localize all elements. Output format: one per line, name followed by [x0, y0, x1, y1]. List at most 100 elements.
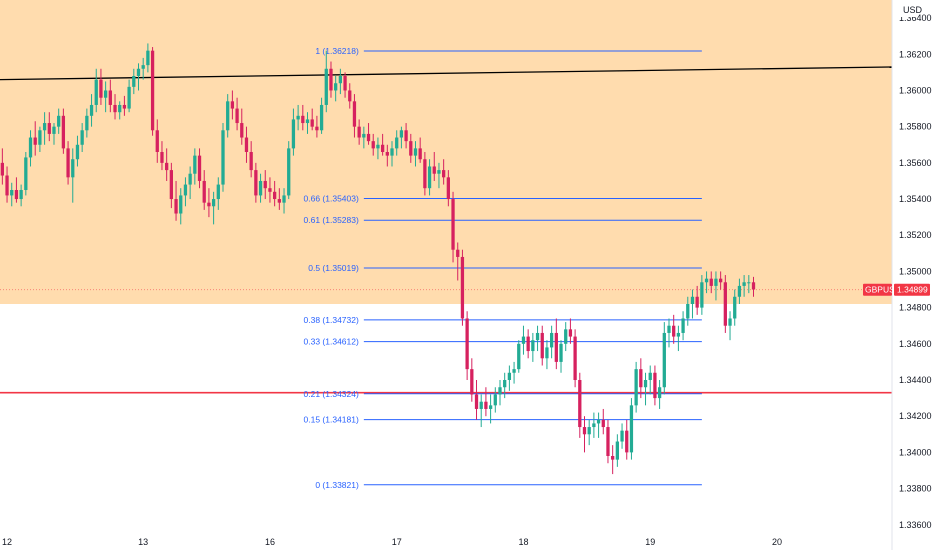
candle-body: [446, 177, 450, 200]
candle-body: [465, 318, 469, 370]
time-tick-label: 18: [518, 537, 528, 547]
currency-label: USD: [903, 5, 923, 15]
candle-down: [442, 159, 446, 185]
price-tick-label: 1.33800: [899, 484, 932, 494]
candle-body: [418, 148, 422, 160]
candle-body: [751, 282, 756, 290]
candle-body: [174, 199, 178, 214]
candle-body: [193, 155, 197, 174]
price-tick-label: 1.36400: [899, 13, 932, 23]
candle-up: [634, 361, 638, 413]
candle-up: [89, 94, 94, 127]
candle-body: [723, 282, 727, 326]
candle-body: [216, 184, 220, 200]
candle-body: [235, 108, 239, 124]
candle-body: [272, 191, 277, 200]
candle-body: [249, 152, 253, 171]
candle-body: [324, 68, 328, 105]
candle-down: [366, 123, 371, 145]
candle-body: [338, 76, 343, 84]
currency-button-box: [898, 3, 918, 17]
candle-body: [601, 419, 605, 428]
candle-body: [357, 126, 361, 138]
candle-body: [742, 282, 746, 286]
candle-body: [89, 104, 94, 116]
candle-body: [395, 137, 399, 149]
candle-up: [324, 50, 328, 113]
candle-up: [258, 173, 263, 203]
candle-body: [629, 405, 634, 453]
candle-body: [456, 249, 460, 257]
candle-down: [578, 372, 582, 438]
candle-up: [80, 123, 84, 152]
candle-body: [592, 423, 596, 428]
candle-down: [385, 144, 389, 167]
candle-up: [118, 101, 122, 120]
candle-body: [507, 372, 512, 380]
candle-body: [512, 369, 516, 373]
candle-up: [667, 318, 671, 348]
candle-body: [371, 141, 375, 149]
fib-level-label: 0.66 (1.35403): [304, 194, 359, 204]
candle-body: [5, 175, 9, 196]
time-axis[interactable]: 12 13 16 17 18 19 20: [2, 537, 782, 547]
candle-body: [681, 318, 685, 333]
candle-up: [10, 182, 14, 207]
candle-down: [606, 419, 610, 464]
price-tick-label: 1.35600: [899, 158, 932, 168]
candle-body: [188, 173, 192, 185]
candle-down: [573, 329, 577, 388]
candle-up: [564, 322, 568, 352]
candle-body: [718, 278, 723, 283]
candle-body: [211, 199, 216, 207]
candle-body: [596, 419, 601, 424]
symbol-tag: GBPUSD: [863, 283, 901, 296]
candle-up: [362, 126, 366, 149]
candle-down: [310, 108, 314, 131]
candle-body: [488, 405, 493, 409]
candle-up: [592, 412, 596, 438]
candle-up: [103, 81, 108, 113]
candle-body: [197, 155, 202, 181]
candle-body: [442, 170, 446, 178]
candle-body: [409, 141, 413, 156]
candle-up: [395, 130, 399, 156]
candle-body: [305, 119, 310, 124]
currency-button[interactable]: USD: [898, 3, 923, 17]
candle-up: [728, 311, 732, 341]
candle-body: [657, 387, 662, 399]
candle-up: [52, 123, 56, 145]
candle-up: [75, 135, 80, 167]
candle-body: [587, 427, 591, 435]
candle-down: [460, 249, 465, 326]
candle-body: [99, 79, 103, 98]
candle-up: [188, 166, 192, 200]
candle-down: [202, 170, 206, 210]
candle-body: [118, 104, 122, 113]
candle-body: [728, 318, 732, 326]
candle-body: [568, 329, 573, 337]
candle-body: [582, 427, 587, 435]
candle-up: [549, 325, 554, 359]
candle-body: [521, 336, 526, 344]
candle-body: [160, 152, 164, 163]
candle-body: [343, 76, 347, 91]
candle-up: [282, 188, 286, 214]
fib-level-label: 0.38 (1.34732): [304, 315, 359, 325]
candle-down: [244, 126, 249, 163]
price-axis[interactable]: 1.33600 1.33800 1.34000 1.34200 1.34400 1.346…: [899, 13, 932, 530]
time-tick-label: 19: [645, 537, 655, 547]
candle-body: [404, 130, 408, 142]
candle-body: [165, 162, 169, 171]
candle-body: [390, 148, 394, 156]
candle-body: [155, 130, 159, 152]
candle-body: [704, 278, 709, 283]
candle-body: [301, 115, 305, 124]
candle-down: [108, 79, 112, 113]
candle-down: [207, 188, 211, 218]
candle-body: [113, 104, 117, 113]
candle-up: [596, 412, 601, 438]
